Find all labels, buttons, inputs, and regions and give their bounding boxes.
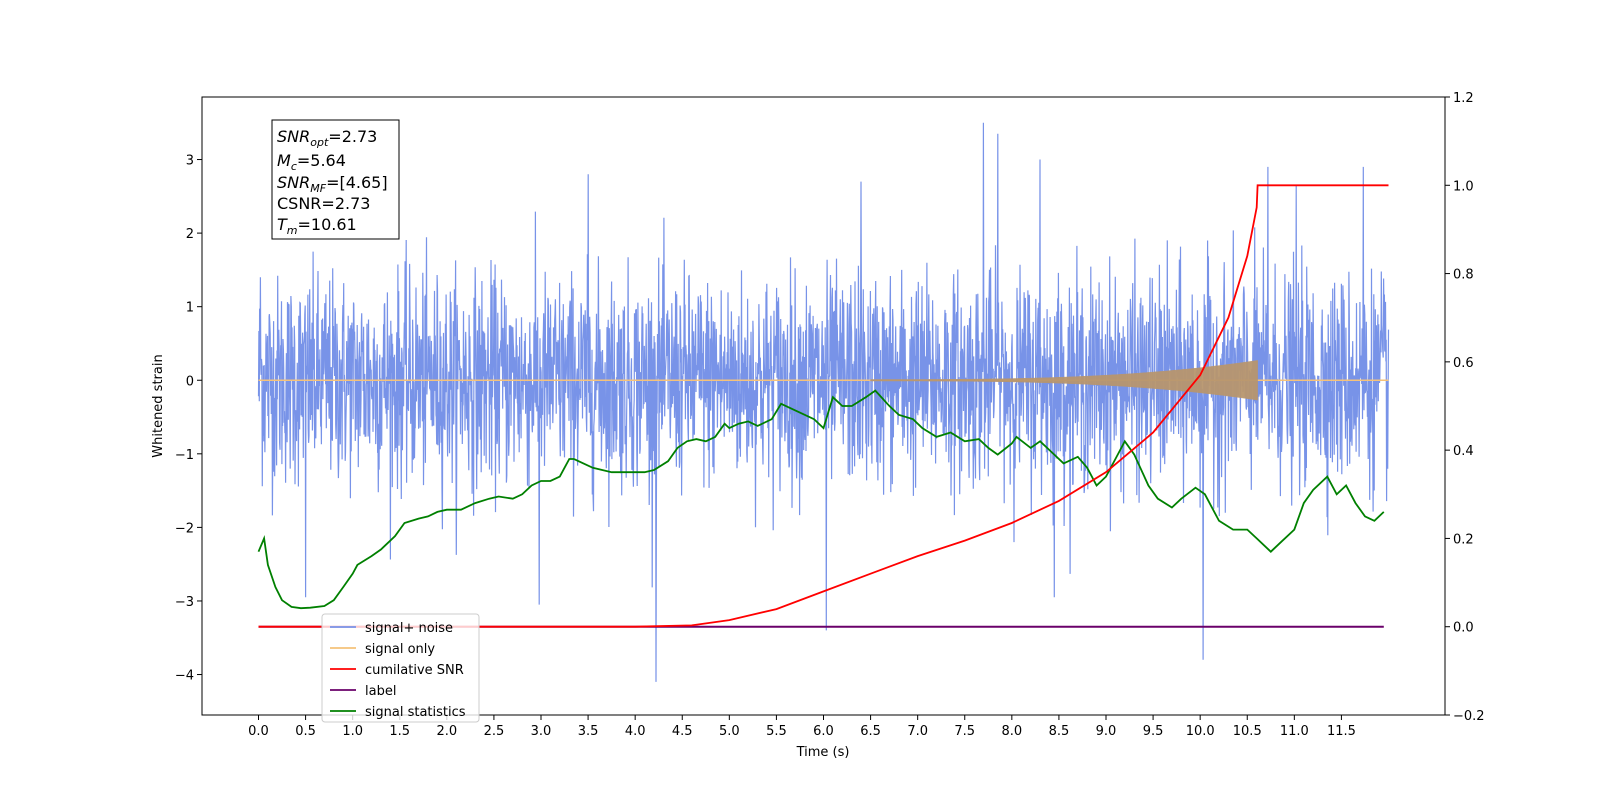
- y2-tick-label: 1.2: [1453, 91, 1474, 106]
- legend: signal+ noise signal only cumilative SNR la…: [321, 613, 480, 723]
- info-box: SNRopt=2.73 Mc=5.64 SNRMF=[4.65] CSNR=2.…: [271, 119, 400, 240]
- y-tick-label: 2: [186, 227, 194, 242]
- x-tick-label: 2.0: [436, 724, 457, 739]
- x-tick-label: 9.5: [1143, 724, 1164, 739]
- x-tick-label: 0.5: [295, 724, 316, 739]
- x-tick-label: 5.5: [766, 724, 787, 739]
- x-tick-label: 7.0: [907, 724, 928, 739]
- x-tick-label: 8.0: [1001, 724, 1022, 739]
- x-tick-label: 8.5: [1049, 724, 1070, 739]
- x-tick-label: 6.0: [813, 724, 834, 739]
- y-axis-label: Whitened strain: [151, 354, 166, 457]
- info-snr-opt: SNRopt=2.73: [277, 127, 377, 149]
- legend-label: signal statistics: [365, 705, 466, 720]
- x-axis: 0.0 0.5 1.0 1.5 2.0 2.5 3.0 3.5 4.0 4.5 5.0 5.5 6.0 6…: [248, 715, 1356, 739]
- y-axis-right: −0.2 0.0 0.2 0.4 0.6 0.8 1.0 1.2: [1445, 91, 1485, 724]
- x-tick-label: 5.0: [719, 724, 740, 739]
- legend-label: signal only: [365, 642, 435, 657]
- y2-tick-label: 0.2: [1453, 532, 1474, 547]
- x-tick-label: 1.5: [389, 724, 410, 739]
- x-tick-label: 6.5: [860, 724, 881, 739]
- y-tick-label: −2: [175, 521, 194, 536]
- y-tick-label: 1: [186, 301, 194, 316]
- y-tick-label: −4: [175, 669, 194, 684]
- x-tick-label: 4.5: [672, 724, 693, 739]
- series-signal-noise: [257, 122, 1390, 682]
- y-tick-label: −1: [175, 448, 194, 463]
- info-csnr: CSNR=2.73: [277, 194, 370, 213]
- y2-tick-label: −0.2: [1453, 709, 1485, 724]
- x-tick-label: 1.0: [342, 724, 363, 739]
- x-tick-label: 3.5: [578, 724, 599, 739]
- x-tick-label: 10.0: [1186, 724, 1215, 739]
- y2-tick-label: 0.4: [1453, 444, 1474, 459]
- y-tick-label: 3: [186, 154, 194, 169]
- series-layer: [257, 122, 1390, 682]
- y-tick-label: 0: [186, 374, 194, 389]
- y2-tick-label: 0.0: [1453, 621, 1474, 636]
- x-axis-label: Time (s): [796, 745, 850, 760]
- y2-tick-label: 1.0: [1453, 179, 1474, 194]
- x-tick-label: 0.0: [248, 724, 269, 739]
- info-merger-time: Tm=10.61: [277, 215, 357, 237]
- legend-label: signal+ noise: [365, 621, 453, 636]
- legend-label: label: [365, 684, 396, 699]
- info-chirp-mass: Mc=5.64: [277, 151, 346, 173]
- y2-tick-label: 0.8: [1453, 268, 1474, 283]
- x-tick-label: 3.0: [531, 724, 552, 739]
- series-signal-only: [870, 360, 1258, 401]
- y-axis-left: −4 −3 −2 −1 0 1 2 3: [175, 154, 202, 684]
- info-snr-mf: SNRMF=[4.65]: [277, 173, 388, 195]
- x-tick-label: 11.5: [1327, 724, 1356, 739]
- x-tick-label: 10.5: [1233, 724, 1262, 739]
- x-tick-label: 2.5: [484, 724, 505, 739]
- y2-tick-label: 0.6: [1453, 356, 1474, 371]
- y-tick-label: −3: [175, 595, 194, 610]
- x-tick-label: 4.0: [625, 724, 646, 739]
- x-tick-label: 11.0: [1280, 724, 1309, 739]
- legend-frame: [321, 613, 480, 723]
- x-tick-label: 9.0: [1096, 724, 1117, 739]
- x-tick-label: 7.5: [954, 724, 975, 739]
- series-signal-statistics: [257, 389, 1385, 610]
- series-cumulative-snr: [258, 184, 1389, 628]
- legend-label: cumilative SNR: [365, 663, 464, 678]
